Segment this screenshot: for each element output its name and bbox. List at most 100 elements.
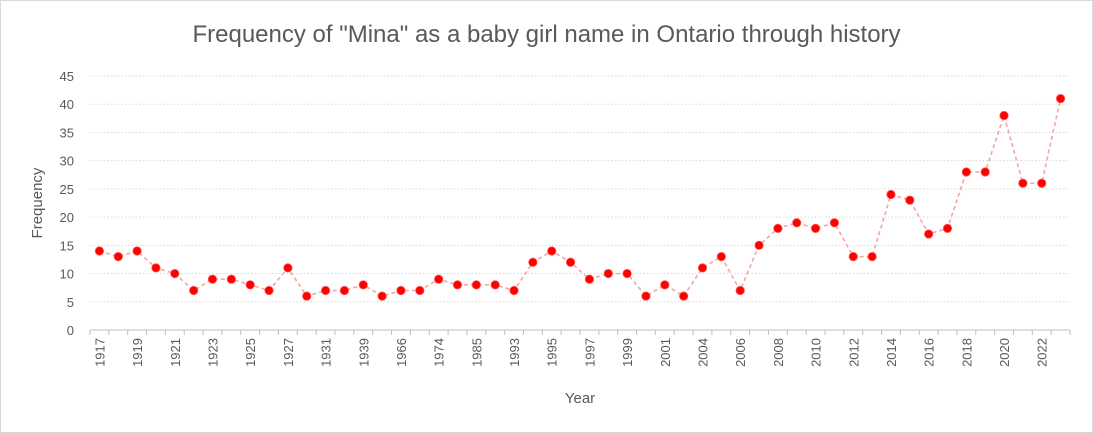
y-tick-label: 0 [67, 323, 74, 338]
x-tick-label: 1925 [243, 338, 258, 367]
series-points [94, 93, 1066, 301]
x-tick-label: 1993 [507, 338, 522, 367]
data-point [245, 280, 255, 290]
data-point [999, 110, 1009, 121]
chart-title: Frequency of "Mina" as a baby girl name … [192, 21, 901, 48]
data-point [641, 291, 651, 301]
data-point [565, 257, 576, 267]
data-point [660, 280, 670, 290]
data-point [679, 291, 689, 301]
data-point [528, 257, 538, 267]
x-tick-label: 1966 [394, 338, 409, 367]
y-tick-label: 45 [60, 69, 74, 84]
data-point [226, 274, 236, 284]
data-point [283, 263, 293, 273]
x-tick-label: 2004 [696, 338, 711, 367]
data-point [867, 252, 877, 262]
x-tick-label: 2008 [771, 338, 786, 367]
data-point [471, 280, 481, 290]
data-point [697, 263, 708, 273]
data-point [415, 285, 425, 296]
x-axis-label: Year [565, 390, 595, 407]
x-tick-label: 2012 [846, 338, 861, 367]
x-tick-label: 1931 [319, 338, 334, 367]
data-point [207, 274, 218, 284]
data-point [113, 252, 123, 262]
data-point [980, 167, 990, 177]
y-tick-label: 30 [60, 154, 74, 169]
data-point [584, 274, 595, 284]
data-point [942, 223, 953, 233]
data-point [377, 291, 387, 301]
x-tick-label: 1995 [545, 338, 560, 367]
data-point [302, 291, 312, 301]
data-point [132, 246, 142, 256]
series-line [99, 98, 1062, 298]
data-point [622, 268, 632, 279]
data-point [1055, 93, 1066, 104]
data-point [754, 240, 764, 250]
data-point [94, 246, 105, 256]
data-point [547, 246, 557, 256]
y-tick-label: 25 [60, 182, 74, 197]
data-point [396, 285, 406, 296]
axes [89, 329, 1071, 335]
x-tick-label: 2022 [1035, 338, 1050, 367]
x-tick-label: 2006 [733, 338, 748, 367]
data-point [829, 218, 840, 228]
data-point [320, 285, 331, 296]
x-tick-label: 2016 [922, 338, 937, 367]
x-tick-label: 1923 [206, 338, 221, 367]
data-point [773, 223, 783, 233]
data-point [339, 285, 350, 296]
y-tick-labels: 0 5 10 15 20 25 30 35 40 45 [60, 69, 74, 338]
data-point [924, 229, 934, 239]
data-point [151, 263, 161, 273]
x-tick-label: 2001 [658, 338, 673, 367]
data-point [810, 223, 821, 233]
x-tick-label: 1927 [281, 338, 296, 367]
x-tick-labels: 1917 1919 1921 1923 1925 1927 1931 1939 1966 1974… [92, 338, 1049, 367]
data-point [189, 285, 199, 296]
data-point [170, 268, 180, 279]
x-tick-label: 1999 [620, 338, 635, 367]
data-point [358, 280, 368, 290]
data-point [905, 195, 915, 205]
x-tick-label: 2020 [997, 338, 1012, 367]
y-tick-label: 35 [60, 125, 74, 140]
x-tick-label: 2018 [959, 338, 974, 367]
data-point [716, 252, 726, 262]
x-tick-label: 1921 [168, 338, 183, 367]
x-tick-label: 1974 [432, 338, 447, 367]
y-tick-label: 15 [60, 238, 74, 253]
data-point [509, 285, 519, 296]
x-tick-label: 1939 [356, 338, 371, 367]
series-polyline [99, 98, 1062, 298]
x-tick-label: 2014 [884, 338, 899, 367]
data-point [1018, 178, 1028, 188]
x-tick-label: 2010 [809, 338, 824, 367]
x-tick-label: 1917 [92, 338, 107, 367]
y-tick-label: 10 [60, 267, 74, 282]
data-point [490, 280, 500, 290]
y-tick-label: 40 [60, 97, 74, 112]
data-point [735, 285, 745, 296]
data-point [886, 189, 896, 200]
grid-lines [90, 75, 1070, 303]
x-tick-label: 1919 [130, 338, 145, 367]
y-axis-label: Frequency [29, 167, 46, 238]
x-tick-label: 1985 [469, 338, 484, 367]
data-point [848, 252, 858, 262]
data-point [603, 268, 613, 279]
x-tick-label: 1997 [582, 338, 597, 367]
y-tick-label: 5 [67, 295, 74, 310]
data-point [1037, 178, 1047, 188]
data-point [452, 280, 463, 290]
data-point [961, 167, 971, 177]
y-tick-label: 20 [60, 210, 74, 225]
data-point [792, 218, 802, 228]
data-point [434, 274, 444, 284]
data-point [264, 285, 274, 296]
